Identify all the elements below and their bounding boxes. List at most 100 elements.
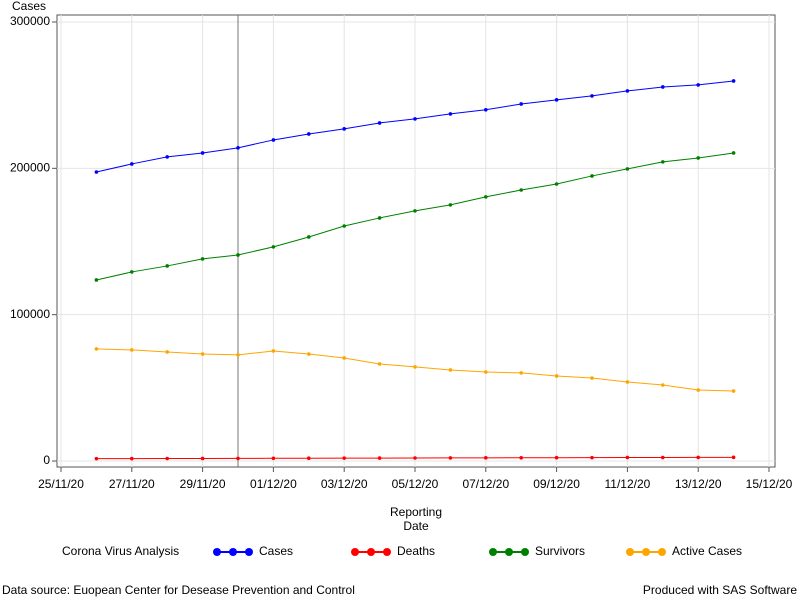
y-axis-label: Cases [12,0,46,13]
footnote: Data source: Euopean Center for Desease … [2,583,355,597]
data-point [731,151,736,155]
data-point [200,151,205,155]
data-point [165,155,169,159]
x-tick-label: 01/12/20 [250,477,297,491]
data-point [236,253,240,257]
data-point [519,102,523,106]
data-point [130,162,134,166]
data-point [625,167,630,171]
data-point [731,79,736,83]
data-point [484,195,488,199]
legend-swatch [213,548,221,556]
data-point [484,370,488,374]
data-point [554,455,559,460]
legend-label: Active Cases [672,544,742,558]
data-point [342,224,347,228]
data-point [165,456,169,461]
data-point [271,349,276,353]
data-point [130,348,134,352]
data-point [413,209,417,213]
data-point [731,455,736,460]
legend-swatch [351,548,359,556]
x-tick-label: 09/12/20 [533,477,580,491]
data-point [200,257,205,261]
x-tick-label: 13/12/20 [675,477,722,491]
x-tick-label: 15/12/20 [746,477,793,491]
x-tick-label: 29/11/20 [180,477,226,491]
data-point [696,156,700,160]
data-point [236,353,240,357]
data-point [271,138,276,142]
data-point [94,347,99,351]
data-point [413,456,417,460]
legend-swatch [229,548,237,556]
legend-label: Survivors [535,544,585,558]
footnote: Produced with SAS Software [643,583,797,597]
data-point [413,117,417,121]
data-point [413,365,417,369]
data-point [236,456,240,461]
data-point [307,235,311,239]
x-axis-label: Reporting Date [389,505,443,533]
data-point [200,456,205,461]
data-point [484,456,488,460]
data-point [554,98,559,102]
legend-swatch [245,548,253,556]
y-tick-label: 300000 [10,14,50,28]
y-tick-label: 200000 [10,161,50,175]
data-point [236,146,240,150]
x-tick-label: 03/12/20 [321,477,368,491]
data-point [342,356,347,360]
data-point [377,456,382,460]
data-point [554,182,559,186]
data-point [661,383,665,387]
data-point [731,389,736,393]
legend-title: Corona Virus Analysis [62,544,179,558]
legend-swatch [658,548,666,556]
data-point [625,89,630,93]
y-tick-label: 100000 [10,307,50,321]
data-point [519,455,523,460]
x-tick-label: 27/11/20 [109,477,155,491]
x-tick-label: 25/11/20 [38,477,84,491]
data-point [94,456,99,461]
x-tick-label: 05/12/20 [392,477,439,491]
legend-swatch [642,548,650,556]
legend-swatch [505,548,513,556]
x-tick-label: 11/12/20 [604,477,650,491]
data-point [696,388,700,392]
legend-swatch [367,548,375,556]
legend-label: Deaths [397,544,435,558]
data-point [554,374,559,378]
data-point [519,188,523,192]
data-point [448,112,453,116]
data-point [448,203,453,207]
data-point [696,455,700,460]
data-point [307,132,311,136]
data-point [130,270,134,274]
legend-swatch [521,548,529,556]
data-point [661,455,665,460]
data-point [625,455,630,460]
data-point [661,85,665,89]
data-point [377,362,382,366]
data-point [94,170,99,174]
data-point [377,121,382,125]
data-point [590,376,594,380]
data-point [307,456,311,461]
data-point [448,368,453,372]
data-point [625,380,630,384]
data-point [661,160,665,164]
data-point [271,456,276,461]
data-point [165,264,169,268]
x-tick-label: 07/12/20 [462,477,509,491]
data-point [342,456,347,460]
data-point [448,456,453,460]
data-point [590,174,594,178]
y-tick-label: 0 [43,453,50,467]
plot-frame [56,14,776,468]
data-point [484,108,488,112]
data-point [519,371,523,375]
